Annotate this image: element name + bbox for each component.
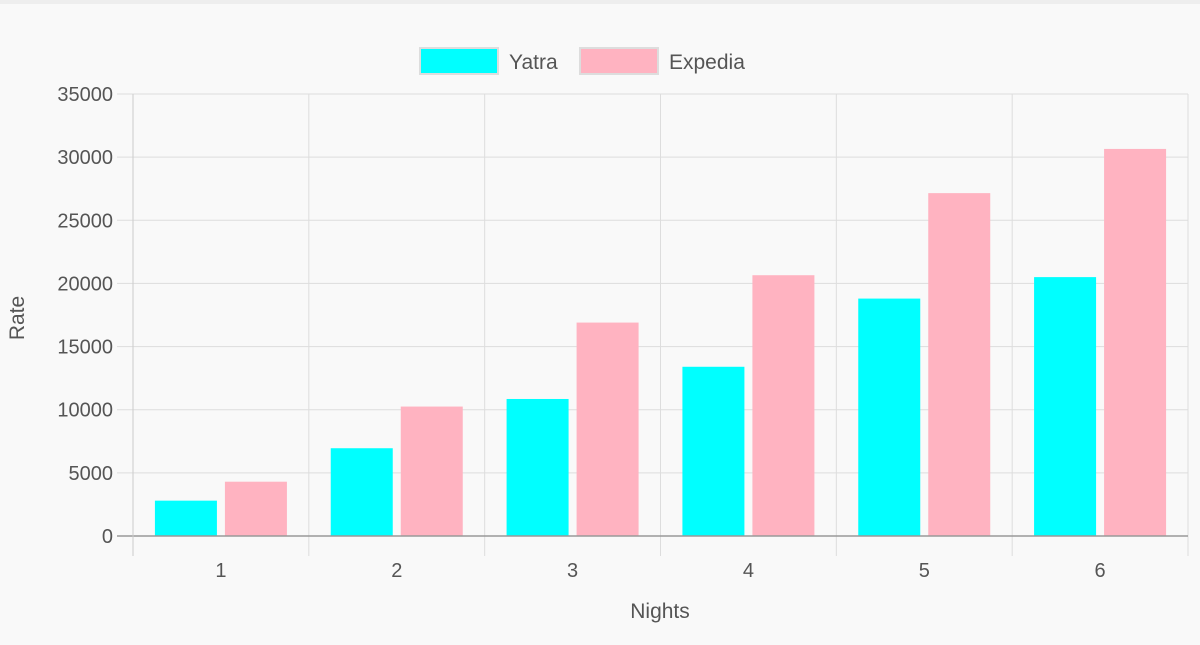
y-axis-title: Rate	[6, 296, 29, 340]
top-border	[0, 0, 1200, 4]
y-tick-label: 5000	[69, 463, 114, 485]
x-tick-labels: 1 2 3 4 5 6	[215, 560, 1105, 582]
y-tick-label: 25000	[57, 210, 113, 232]
grid-lines	[117, 93, 1189, 556]
y-tick-labels: 0 5000 10000 15000 20000 25000 30000 35000	[57, 84, 113, 548]
y-tick-label: 0	[102, 526, 113, 548]
bar-expedia-1	[224, 481, 287, 536]
y-tick-label: 20000	[57, 273, 113, 295]
x-tick-label: 6	[1095, 560, 1106, 582]
x-tick-label: 1	[215, 560, 226, 582]
bar-expedia-4	[752, 275, 815, 536]
bar-yatra-5	[858, 298, 921, 536]
legend-label-yatra: Yatra	[509, 51, 558, 74]
bars	[154, 148, 1167, 537]
axes	[117, 94, 1188, 556]
bar-yatra-1	[154, 500, 217, 536]
bar-expedia-2	[400, 406, 463, 536]
legend-swatch-yatra	[419, 47, 499, 75]
x-tick-label: 5	[919, 560, 930, 582]
y-tick-label: 10000	[57, 400, 113, 422]
bar-yatra-3	[506, 398, 569, 536]
y-tick-label: 30000	[57, 147, 113, 169]
bar-expedia-3	[576, 322, 639, 536]
bar-expedia-5	[928, 193, 991, 537]
bar-yatra-4	[682, 366, 745, 536]
x-axis-title: Nights	[630, 600, 690, 623]
y-tick-label: 15000	[57, 337, 113, 359]
y-tick-label: 35000	[57, 84, 113, 106]
legend-label-expedia: Expedia	[669, 51, 745, 74]
legend-swatch-expedia	[579, 47, 659, 75]
x-tick-label: 2	[391, 560, 402, 582]
x-tick-label: 3	[567, 560, 578, 582]
bar-yatra-6	[1034, 277, 1097, 536]
legend: Yatra Expedia	[419, 47, 745, 75]
bar-expedia-6	[1104, 148, 1167, 537]
x-tick-label: 4	[743, 560, 754, 582]
bar-yatra-2	[330, 448, 393, 536]
